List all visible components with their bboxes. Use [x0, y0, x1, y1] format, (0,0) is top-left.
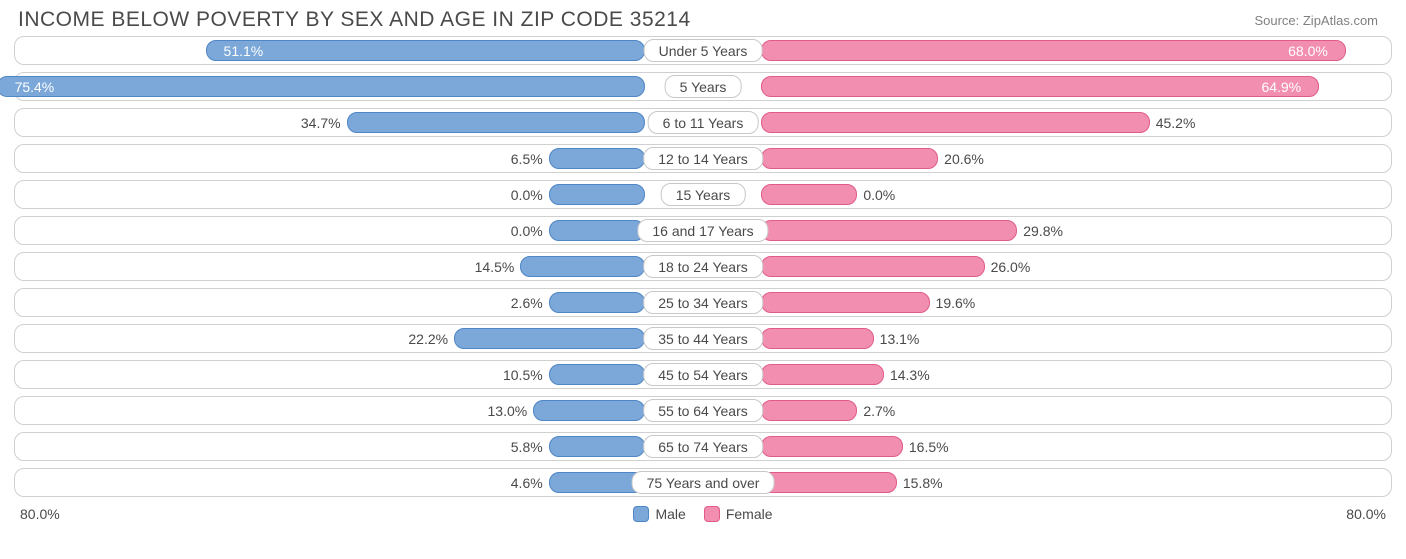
- male-bar: [549, 148, 645, 169]
- female-value-label: 0.0%: [863, 181, 895, 208]
- chart-footer: 80.0% Male Female 80.0%: [0, 504, 1406, 530]
- chart-row: 6.5% 20.6% 12 to 14 Years: [14, 144, 1392, 173]
- male-bar: [549, 292, 645, 313]
- female-bar: [761, 256, 985, 277]
- legend-female-label: Female: [726, 506, 773, 522]
- age-label: 5 Years: [665, 75, 742, 98]
- male-bar: [347, 112, 645, 133]
- female-bar: [761, 400, 857, 421]
- age-label: 65 to 74 Years: [643, 435, 763, 458]
- female-bar: [761, 472, 897, 493]
- male-value-label: 0.0%: [511, 217, 543, 244]
- male-swatch-icon: [633, 506, 649, 522]
- age-label: 55 to 64 Years: [643, 399, 763, 422]
- female-value-label: 26.0%: [991, 253, 1031, 280]
- axis-right-label: 80.0%: [1346, 506, 1386, 522]
- chart-header: INCOME BELOW POVERTY BY SEX AND AGE IN Z…: [0, 0, 1406, 36]
- male-value-label: 13.0%: [488, 397, 528, 424]
- female-bar: [761, 364, 884, 385]
- male-value-label: 0.0%: [511, 181, 543, 208]
- male-value-label: 34.7%: [301, 109, 341, 136]
- female-bar: [761, 328, 874, 349]
- female-value-label: 20.6%: [944, 145, 984, 172]
- chart-title: INCOME BELOW POVERTY BY SEX AND AGE IN Z…: [18, 8, 691, 32]
- male-bar: [454, 328, 645, 349]
- axis-left-label: 80.0%: [20, 506, 60, 522]
- male-bar: [549, 472, 645, 493]
- age-label: 12 to 14 Years: [643, 147, 763, 170]
- age-label: 25 to 34 Years: [643, 291, 763, 314]
- female-value-label: 19.6%: [936, 289, 976, 316]
- female-bar: [761, 292, 930, 313]
- male-bar: [549, 436, 645, 457]
- female-value-label: 2.7%: [863, 397, 895, 424]
- male-bar: [0, 76, 645, 97]
- male-bar: [533, 400, 645, 421]
- female-swatch-icon: [704, 506, 720, 522]
- chart-row: 4.6% 15.8% 75 Years and over: [14, 468, 1392, 497]
- legend-item-female: Female: [704, 506, 773, 522]
- male-bar: [549, 364, 645, 385]
- age-label: 18 to 24 Years: [643, 255, 763, 278]
- legend-male-label: Male: [655, 506, 685, 522]
- chart-row: 22.2% 13.1% 35 to 44 Years: [14, 324, 1392, 353]
- age-label: 15 Years: [661, 183, 746, 206]
- age-label: 75 Years and over: [632, 471, 775, 494]
- male-value-label: 2.6%: [511, 289, 543, 316]
- female-value-label: 16.5%: [909, 433, 949, 460]
- legend: Male Female: [633, 506, 772, 522]
- male-value-label: 22.2%: [408, 325, 448, 352]
- female-bar: [761, 112, 1150, 133]
- female-bar: [761, 184, 857, 205]
- age-label: 35 to 44 Years: [643, 327, 763, 350]
- male-value-label: 6.5%: [511, 145, 543, 172]
- chart-row: 2.6% 19.6% 25 to 34 Years: [14, 288, 1392, 317]
- male-value-label: 4.6%: [511, 469, 543, 496]
- female-bar: [761, 76, 1319, 97]
- chart-row: 10.5% 14.3% 45 to 54 Years: [14, 360, 1392, 389]
- female-bar: [761, 220, 1017, 241]
- age-label: 6 to 11 Years: [648, 111, 759, 134]
- chart-source: Source: ZipAtlas.com: [1254, 13, 1378, 28]
- female-bar: [761, 40, 1346, 61]
- female-bar: [761, 436, 903, 457]
- male-value-label: 14.5%: [475, 253, 515, 280]
- chart-row: 0.0% 0.0% 15 Years: [14, 180, 1392, 209]
- chart-row: 34.7% 45.2% 6 to 11 Years: [14, 108, 1392, 137]
- female-value-label: 14.3%: [890, 361, 930, 388]
- chart-row: 0.0% 29.8% 16 and 17 Years: [14, 216, 1392, 245]
- age-label: 16 and 17 Years: [637, 219, 768, 242]
- female-value-label: 68.0%: [1278, 37, 1338, 64]
- male-bar: [549, 220, 645, 241]
- chart-row: 13.0% 2.7% 55 to 64 Years: [14, 396, 1392, 425]
- male-value-label: 10.5%: [503, 361, 543, 388]
- male-value-label: 5.8%: [511, 433, 543, 460]
- male-value-label: 75.4%: [5, 73, 65, 100]
- female-value-label: 45.2%: [1156, 109, 1196, 136]
- chart-row: 51.1% 68.0% Under 5 Years: [14, 36, 1392, 65]
- chart-row: 14.5% 26.0% 18 to 24 Years: [14, 252, 1392, 281]
- legend-item-male: Male: [633, 506, 685, 522]
- chart-body: 51.1% 68.0% Under 5 Years 75.4% 64.9% 5 Years…: [0, 36, 1406, 497]
- age-label: Under 5 Years: [644, 39, 763, 62]
- chart-row: 75.4%64.9%5 Years: [14, 72, 1392, 101]
- female-value-label: 15.8%: [903, 469, 943, 496]
- female-value-label: 13.1%: [880, 325, 920, 352]
- female-value-label: 29.8%: [1023, 217, 1063, 244]
- male-value-label: 51.1%: [214, 37, 274, 64]
- female-bar: [761, 148, 938, 169]
- male-bar: [549, 184, 645, 205]
- chart-row: 5.8% 16.5% 65 to 74 Years: [14, 432, 1392, 461]
- age-label: 45 to 54 Years: [643, 363, 763, 386]
- female-value-label: 64.9%: [1251, 73, 1311, 100]
- male-bar: [520, 256, 645, 277]
